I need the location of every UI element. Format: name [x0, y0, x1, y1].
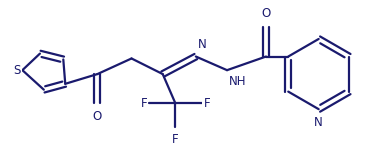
Text: S: S [13, 64, 21, 77]
Text: N: N [314, 116, 323, 129]
Text: F: F [204, 97, 210, 110]
Text: F: F [172, 133, 179, 145]
Text: O: O [93, 110, 102, 123]
Text: N: N [198, 38, 207, 51]
Text: F: F [141, 97, 147, 110]
Text: O: O [261, 7, 271, 20]
Text: NH: NH [229, 75, 247, 88]
